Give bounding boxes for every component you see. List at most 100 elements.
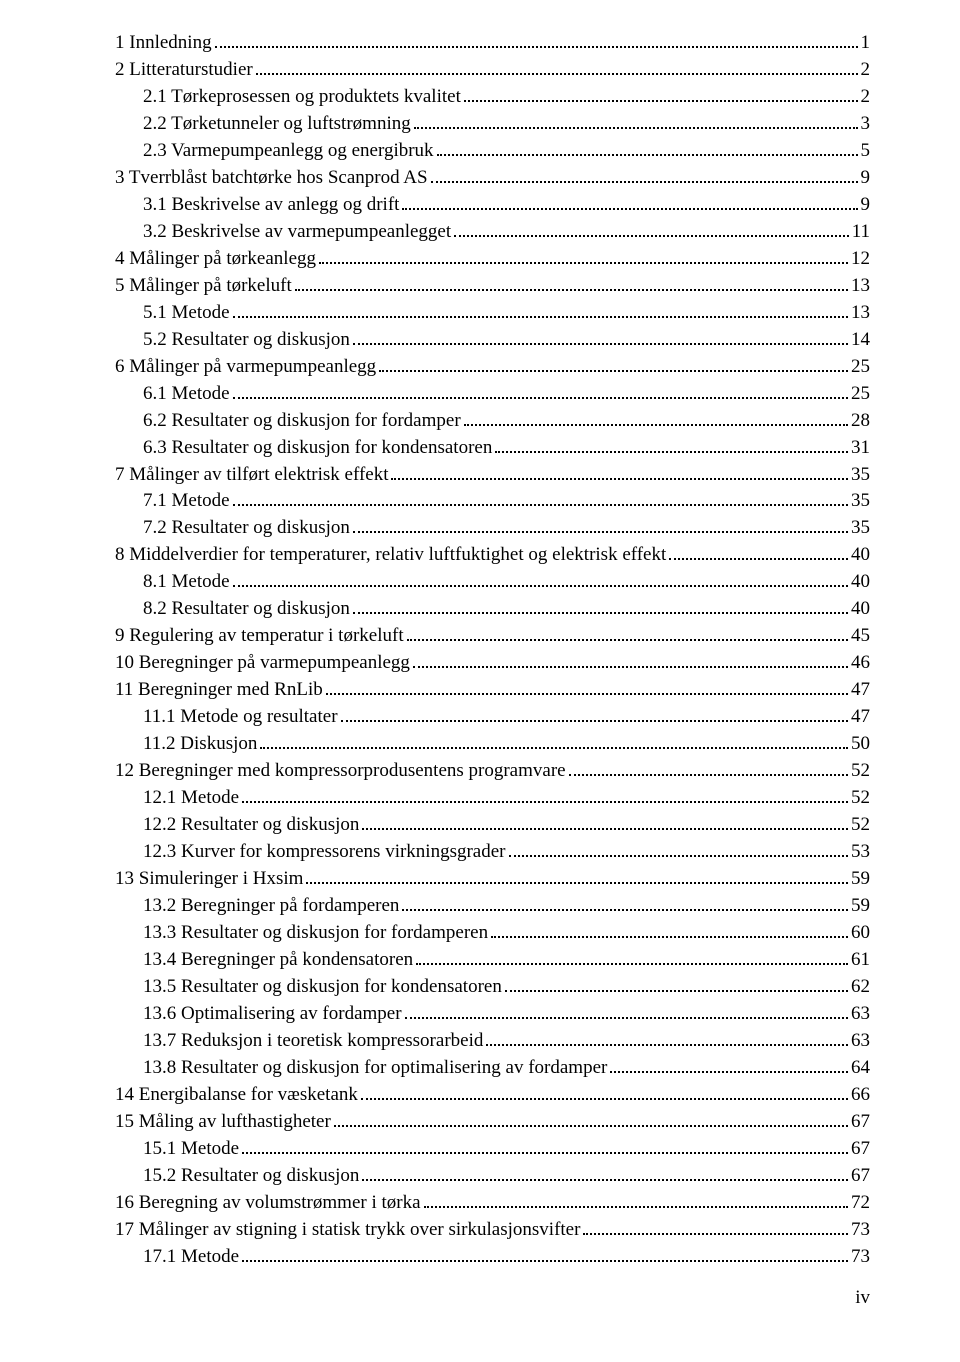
toc-entry: 8 Middelverdier for temperaturer, relati… [115, 542, 870, 569]
toc-entry-label: 13.2 Beregninger på fordamperen [143, 893, 399, 920]
toc-entry-label: 11.2 Diskusjon [143, 731, 257, 758]
toc-entry-page: 40 [851, 542, 870, 569]
toc-leader-dots [583, 1233, 848, 1235]
toc-entry: 6.1 Metode25 [115, 381, 870, 408]
toc-leader-dots [569, 774, 848, 776]
toc-entry-label: 12.1 Metode [143, 785, 239, 812]
toc-entry: 13.4 Beregninger på kondensatoren61 [115, 947, 870, 974]
toc-entry-page: 14 [851, 327, 870, 354]
toc-entry: 13.3 Resultater og diskusjon for fordamp… [115, 920, 870, 947]
toc-leader-dots [233, 316, 848, 318]
toc-entry-page: 45 [851, 623, 870, 650]
toc-entry: 13.5 Resultater og diskusjon for kondens… [115, 974, 870, 1001]
toc-entry: 6.2 Resultater og diskusjon for fordampe… [115, 408, 870, 435]
toc-entry-label: 13.6 Optimalisering av fordamper [143, 1001, 402, 1028]
toc-entry-label: 8.1 Metode [143, 569, 230, 596]
toc-entry-label: 13.5 Resultater og diskusjon for kondens… [143, 974, 502, 1001]
toc-entry: 17.1 Metode73 [115, 1244, 870, 1271]
toc-entry-page: 47 [851, 704, 870, 731]
toc-entry-label: 8 Middelverdier for temperaturer, relati… [115, 542, 666, 569]
toc-entry: 8.1 Metode40 [115, 569, 870, 596]
toc-entry-page: 2 [861, 57, 871, 84]
toc-leader-dots [505, 990, 848, 992]
toc-entry-label: 7.1 Metode [143, 488, 230, 515]
toc-entry: 6 Målinger på varmepumpeanlegg25 [115, 354, 870, 381]
toc-entry-label: 2 Litteraturstudier [115, 57, 253, 84]
toc-leader-dots [334, 1125, 848, 1127]
toc-entry-page: 59 [851, 866, 870, 893]
toc-entry-page: 53 [851, 839, 870, 866]
toc-leader-dots [424, 1206, 848, 1208]
toc-entry-page: 50 [851, 731, 870, 758]
toc-entry-page: 64 [851, 1055, 870, 1082]
toc-leader-dots [353, 612, 848, 614]
toc-entry: 16 Beregning av volumstrømmer i tørka72 [115, 1190, 870, 1217]
toc-entry-label: 11 Beregninger med RnLib [115, 677, 323, 704]
toc-leader-dots [215, 46, 858, 48]
toc-entry-label: 6.2 Resultater og diskusjon for fordampe… [143, 408, 461, 435]
toc-leader-dots [341, 720, 848, 722]
toc-entry-label: 8.2 Resultater og diskusjon [143, 596, 350, 623]
toc-entry-page: 28 [851, 408, 870, 435]
toc-entry-label: 9 Regulering av temperatur i tørkeluft [115, 623, 404, 650]
toc-entry-page: 67 [851, 1109, 870, 1136]
toc-entry-page: 35 [851, 515, 870, 542]
toc-leader-dots [464, 100, 858, 102]
toc-entry-label: 12.3 Kurver for kompressorens virkningsg… [143, 839, 506, 866]
toc-leader-dots [233, 397, 848, 399]
toc-leader-dots [437, 154, 858, 156]
toc-entry-page: 35 [851, 462, 870, 489]
toc-entry-label: 15 Måling av lufthastigheter [115, 1109, 331, 1136]
toc-leader-dots [413, 666, 848, 668]
toc-entry-label: 3.2 Beskrivelse av varmepumpeanlegget [143, 219, 451, 246]
toc-entry-page: 13 [851, 273, 870, 300]
toc-leader-dots [260, 747, 848, 749]
toc-entry-label: 7 Målinger av tilført elektrisk effekt [115, 462, 388, 489]
toc-entry-page: 73 [851, 1244, 870, 1271]
toc-leader-dots [326, 693, 848, 695]
toc-entry: 7.1 Metode 35 [115, 488, 870, 515]
toc-entry-label: 2.1 Tørkeprosessen og produktets kvalite… [143, 84, 461, 111]
toc-entry: 15 Måling av lufthastigheter 67 [115, 1109, 870, 1136]
toc-entry: 15.2 Resultater og diskusjon67 [115, 1163, 870, 1190]
toc-leader-dots [242, 1152, 848, 1154]
toc-leader-dots [669, 558, 848, 560]
toc-leader-dots [454, 235, 849, 237]
toc-entry-page: 59 [851, 893, 870, 920]
toc-entry-page: 31 [851, 435, 870, 462]
toc-entry-label: 13.7 Reduksjon i teoretisk kompressorarb… [143, 1028, 483, 1055]
toc-entry-label: 13.4 Beregninger på kondensatoren [143, 947, 413, 974]
toc-leader-dots [362, 828, 848, 830]
toc-entry-label: 6.1 Metode [143, 381, 230, 408]
toc-entry: 13.8 Resultater og diskusjon for optimal… [115, 1055, 870, 1082]
toc-entry: 11 Beregninger med RnLib47 [115, 677, 870, 704]
toc-leader-dots [233, 504, 848, 506]
toc-entry: 5.1 Metode13 [115, 300, 870, 327]
toc-entry: 2.1 Tørkeprosessen og produktets kvalite… [115, 84, 870, 111]
toc-entry-page: 35 [851, 488, 870, 515]
toc-entry: 2.3 Varmepumpeanlegg og energibruk5 [115, 138, 870, 165]
toc-entry-label: 2.3 Varmepumpeanlegg og energibruk [143, 138, 434, 165]
toc-entry-label: 13.8 Resultater og diskusjon for optimal… [143, 1055, 607, 1082]
toc-leader-dots [256, 73, 858, 75]
toc-entry: 12.1 Metode52 [115, 785, 870, 812]
toc-entry-page: 46 [851, 650, 870, 677]
toc-entry: 12.2 Resultater og diskusjon52 [115, 812, 870, 839]
toc-entry-label: 5.1 Metode [143, 300, 230, 327]
toc-entry: 4 Målinger på tørkeanlegg12 [115, 246, 870, 273]
page-number: iv [115, 1285, 870, 1312]
toc-entry-label: 17 Målinger av stigning i statisk trykk … [115, 1217, 580, 1244]
toc-entry-page: 72 [851, 1190, 870, 1217]
toc-entry-label: 15.1 Metode [143, 1136, 239, 1163]
toc-entry: 8.2 Resultater og diskusjon40 [115, 596, 870, 623]
toc-leader-dots [353, 531, 848, 533]
toc-entry-page: 52 [851, 812, 870, 839]
toc-entry: 13.7 Reduksjon i teoretisk kompressorarb… [115, 1028, 870, 1055]
toc-entry-label: 2.2 Tørketunneler og luftstrømning [143, 111, 411, 138]
toc-entry-label: 5.2 Resultater og diskusjon [143, 327, 350, 354]
toc-entry-page: 67 [851, 1163, 870, 1190]
toc-entry: 2 Litteraturstudier 2 [115, 57, 870, 84]
toc-entry: 1 Innledning1 [115, 30, 870, 57]
toc-entry-page: 9 [861, 192, 871, 219]
toc-entry-label: 13.3 Resultater og diskusjon for fordamp… [143, 920, 488, 947]
